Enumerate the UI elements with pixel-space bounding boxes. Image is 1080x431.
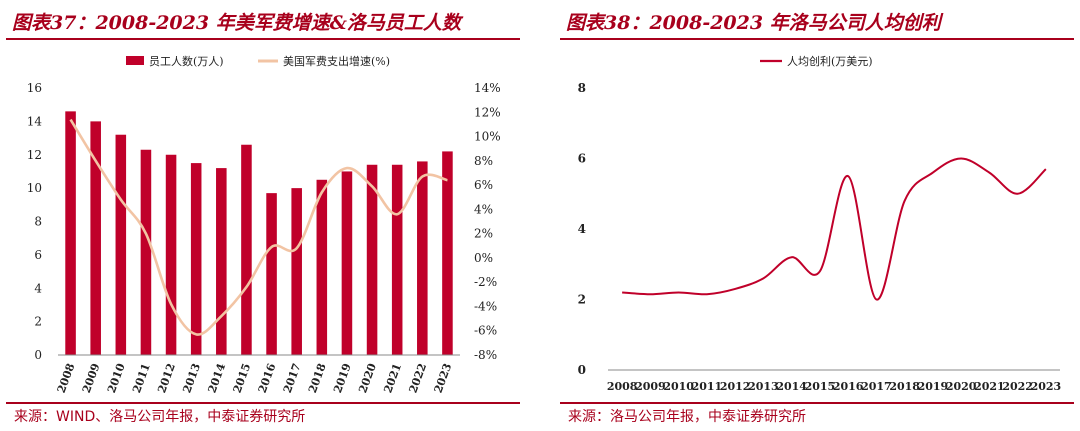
x-tick-label: 2018 [306,361,329,395]
y-left-tick-label: 0 [34,348,42,362]
x-tick-label: 2022 [406,362,429,395]
x-tick-label: 2019 [918,380,949,393]
line-military-spending-growth [69,118,448,336]
bar-employees-2014 [216,168,227,355]
y-right-tick-label: 14% [474,81,501,95]
legend-label-employees: 员工人数(万人) [149,55,224,68]
x-tick-label: 2013 [180,362,203,395]
x-tick-label: 2010 [105,361,128,395]
x-tick-label: 2018 [889,380,920,393]
x-tick-label: 2011 [130,362,153,395]
y-left-tick-label: 4 [34,281,42,295]
y-tick-label: 6 [578,152,586,166]
y-right-tick-label: -2% [474,275,497,289]
bar-employees-2016 [266,193,277,355]
bar-employees-2011 [140,149,152,355]
line-profit-per-employee [622,157,1047,301]
y-left-tick-label: 8 [34,215,42,229]
y-left-tick-label: 6 [34,248,42,262]
bar-employees-2018 [316,179,328,355]
x-tick-label: 2017 [281,362,304,395]
chart-source: 来源：洛马公司年报，中泰证券研究所 [568,409,806,425]
legend-swatch-employees [126,56,144,65]
y-right-tick-label: -4% [474,299,497,313]
y-right-tick-label: -6% [474,324,497,338]
chart-source: 来源：WIND、洛马公司年报，中泰证券研究所 [14,409,306,425]
y-tick-label: 2 [578,293,586,307]
x-tick-label: 2013 [748,380,779,393]
x-tick-label: 2021 [974,380,1005,393]
x-tick-label: 2009 [80,362,103,395]
y-right-tick-label: 0% [474,251,493,265]
bar-employees-2015 [241,144,252,355]
bar-employees-2012 [165,154,177,355]
x-tick-label: 2014 [205,361,228,395]
source-rule [6,402,520,404]
chart-title: 图表37：2008-2023 年美军费增速&洛马员工人数 [12,12,461,34]
y-right-tick-label: 4% [474,202,493,216]
bar-employees-2021 [391,164,403,355]
y-tick-label: 0 [578,363,586,377]
x-tick-label: 2023 [432,362,455,395]
bar-employees-2023 [442,151,453,355]
bar-employees-2017 [291,188,302,355]
y-right-tick-label: 12% [474,105,501,119]
x-tick-label: 2016 [256,361,279,395]
chart-employees-vs-military-spending: 员工人数(万人) 美国军费支出增速(%) 0 2 4 6 8 10 12 14 16 -8% -6% -4… [27,54,501,395]
x-tick-label: 2012 [720,380,751,393]
bar-employees-2020 [366,164,378,355]
x-tick-label: 2012 [155,362,178,395]
x-tick-label: 2023 [1031,380,1062,393]
x-tick-label: 2010 [663,380,694,393]
x-tick-label: 2021 [381,362,404,395]
x-tick-label: 2022 [1002,380,1033,393]
y-right-tick-label: -8% [474,348,497,362]
x-tick-label: 2014 [776,380,807,393]
bar-employees-2009 [90,121,101,355]
y-left-tick-label: 10 [27,181,42,195]
title-rule [560,38,1074,40]
legend-label-profit: 人均创利(万美元) [787,55,873,68]
bar-employees-2013 [190,163,202,355]
bar-employees-2019 [341,171,353,355]
x-tick-label: 2015 [231,362,254,395]
bar-employees-2008 [65,111,76,355]
legend-label-spending: 美国军费支出增速(%) [283,54,390,68]
x-tick-label: 2020 [356,361,379,395]
y-left-tick-label: 14 [27,114,43,128]
title-rule [6,38,520,40]
y-left-tick-label: 16 [27,81,42,95]
y-tick-label: 8 [578,81,586,95]
panel-lockheed-employees: 图表37：2008-2023 年美军费增速&洛马员工人数 员工人数(万人) 美国军… [6,0,526,431]
panel-lockheed-profit-per-capita: 图表38：2008-2023 年洛马公司人均创利 人均创利(万美元) 0 2 4 6 8 2… [560,0,1080,431]
x-tick-label: 2009 [635,380,666,393]
source-rule [560,402,1074,404]
x-tick-label: 2017 [861,380,892,393]
y-right-tick-label: 8% [474,154,493,168]
y-right-tick-label: 10% [474,130,501,144]
x-tick-label: 2008 [55,361,78,395]
x-tick-label: 2020 [946,380,977,393]
y-left-tick-label: 2 [34,315,42,329]
y-left-tick-label: 12 [27,148,42,162]
x-tick-label: 2015 [805,380,836,393]
x-tick-label: 2008 [607,380,638,393]
chart-profit-per-employee: 人均创利(万美元)0246820082009201020112012201320… [578,55,1062,393]
y-right-tick-label: 2% [474,227,493,241]
bar-employees-2022 [417,161,428,355]
bar-employees-2010 [115,134,127,355]
x-tick-label: 2011 [692,380,723,393]
y-right-tick-label: 6% [474,178,493,192]
y-tick-label: 4 [578,222,586,236]
chart-title: 图表38：2008-2023 年洛马公司人均创利 [566,12,941,34]
x-tick-label: 2019 [331,362,354,395]
x-tick-label: 2016 [833,380,864,393]
